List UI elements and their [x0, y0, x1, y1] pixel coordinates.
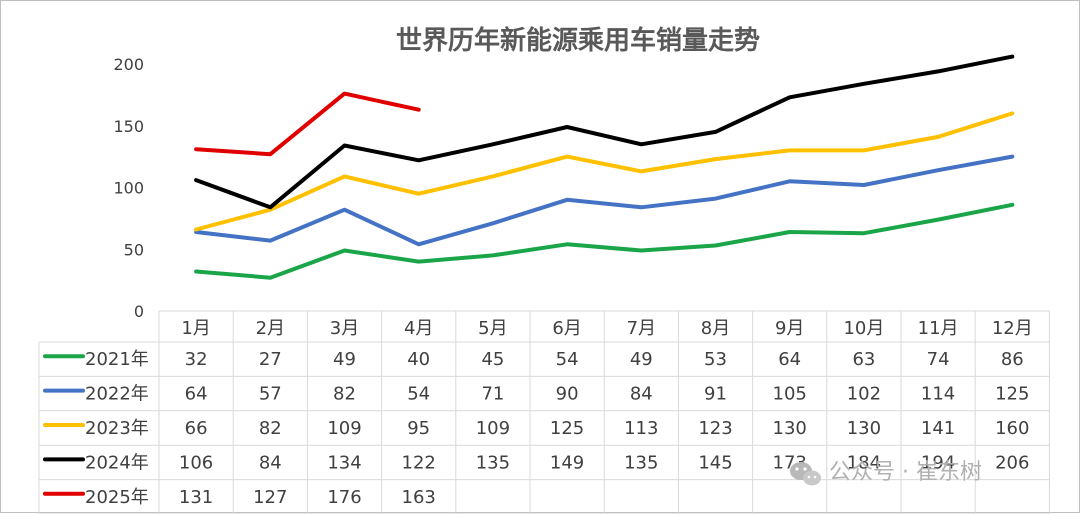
wechat-icon — [790, 462, 821, 486]
x-tick-label: 11月 — [918, 318, 959, 339]
data-label: 127 — [253, 487, 287, 508]
data-label: 160 — [995, 418, 1029, 439]
data-label: 40 — [407, 349, 430, 370]
data-label: 194 — [921, 452, 955, 473]
chart-title: 世界历年新能源乘用车销量走势 — [396, 25, 760, 56]
legend-label: 2024年 — [85, 452, 149, 473]
data-label: 163 — [402, 487, 436, 508]
data-label: 149 — [550, 452, 584, 473]
data-label: 84 — [630, 384, 653, 405]
data-label: 91 — [704, 384, 727, 405]
x-tick-label: 8月 — [701, 318, 730, 339]
series-line-2021年 — [194, 202, 1015, 280]
data-label: 63 — [852, 349, 875, 370]
data-label: 109 — [327, 418, 361, 439]
watermark-text: 公众号 · 崔东树 — [829, 460, 982, 485]
data-label: 130 — [773, 418, 807, 439]
data-table: 1月 2月 3月 4月 5月 6月 7月 8月 9月 10月 11月 12月 2021年 32 27 49 40… — [38, 310, 1050, 514]
data-label: 32 — [185, 349, 208, 370]
data-label: 64 — [185, 384, 208, 405]
data-label: 86 — [1001, 349, 1024, 370]
data-label: 105 — [773, 384, 807, 405]
data-label: 27 — [259, 349, 282, 370]
data-label: 66 — [185, 418, 208, 439]
data-label: 95 — [407, 418, 430, 439]
data-label: 54 — [407, 384, 430, 405]
data-label: 134 — [327, 452, 361, 473]
legend-label: 2022年 — [85, 384, 149, 405]
data-label: 54 — [556, 349, 579, 370]
y-axis: 0 50 100 150 200 — [113, 55, 144, 321]
series-line-2025年 — [194, 91, 421, 157]
x-tick-label: 9月 — [775, 318, 804, 339]
data-label: 82 — [333, 384, 356, 405]
data-label: 176 — [327, 487, 361, 508]
legend-label: 2021年 — [85, 349, 149, 370]
data-label: 131 — [179, 487, 213, 508]
data-label: 109 — [476, 418, 510, 439]
data-label: 122 — [402, 452, 436, 473]
data-label: 84 — [259, 452, 282, 473]
x-tick-label: 2月 — [256, 318, 285, 339]
y-tick-label: 0 — [134, 302, 144, 321]
data-label: 114 — [921, 384, 955, 405]
data-label: 45 — [481, 349, 504, 370]
legend-label: 2023年 — [85, 418, 149, 439]
data-label: 49 — [630, 349, 653, 370]
x-tick-label: 6月 — [552, 318, 581, 339]
legend-label: 2025年 — [85, 487, 149, 508]
data-label: 82 — [259, 418, 282, 439]
series-line-2024年 — [194, 54, 1015, 210]
plot-area — [194, 54, 1015, 280]
x-tick-label: 10月 — [843, 318, 884, 339]
series-line-2023年 — [194, 111, 1015, 232]
data-label: 90 — [556, 384, 579, 405]
data-label: 206 — [995, 452, 1029, 473]
data-label: 74 — [927, 349, 950, 370]
x-tick-label: 4月 — [404, 318, 433, 339]
data-label: 141 — [921, 418, 955, 439]
data-label: 184 — [847, 452, 881, 473]
data-label: 113 — [624, 418, 658, 439]
y-tick-label: 150 — [113, 117, 144, 136]
data-label: 130 — [847, 418, 881, 439]
data-label: 145 — [698, 452, 732, 473]
data-label: 71 — [481, 384, 504, 405]
data-label: 53 — [704, 349, 727, 370]
data-label: 135 — [624, 452, 658, 473]
data-label: 135 — [476, 452, 510, 473]
data-label: 102 — [847, 384, 881, 405]
data-label: 57 — [259, 384, 282, 405]
y-tick-label: 100 — [113, 179, 144, 198]
data-label: 49 — [333, 349, 356, 370]
x-tick-label: 1月 — [181, 318, 210, 339]
x-tick-label: 3月 — [330, 318, 359, 339]
y-tick-label: 50 — [124, 240, 144, 259]
data-label: 125 — [550, 418, 584, 439]
data-label: 123 — [698, 418, 732, 439]
x-tick-label: 12月 — [992, 318, 1033, 339]
data-label: 64 — [778, 349, 801, 370]
watermark: 公众号 · 崔东树 — [790, 460, 982, 486]
series-line-2022年 — [194, 154, 1015, 247]
x-tick-label: 7月 — [627, 318, 656, 339]
x-tick-label: 5月 — [478, 318, 507, 339]
data-label: 106 — [179, 452, 213, 473]
data-label: 125 — [995, 384, 1029, 405]
y-tick-label: 200 — [113, 55, 144, 74]
